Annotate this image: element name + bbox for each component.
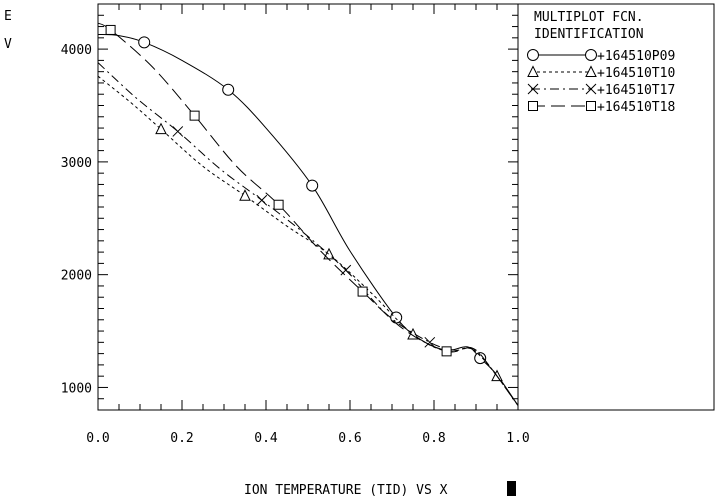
marker-triangle [527, 65, 539, 77]
x-tick-label: 0.6 [338, 431, 361, 446]
marker-triangle [239, 189, 251, 201]
legend-title-line-2: IDENTIFICATION [534, 27, 644, 42]
marker-square [105, 24, 116, 35]
marker-triangle [155, 122, 167, 135]
legend-label: +164510P09 [597, 49, 675, 64]
marker-square [273, 199, 284, 210]
marker-circle [138, 36, 151, 49]
legend: +164510P09 +164510T10 +164510T17 +164510T18 [527, 49, 675, 115]
series-line [97, 22, 519, 406]
axis-ticks [97, 3, 519, 411]
y-axis-label-line-1: E [4, 9, 12, 24]
series-circle [97, 33, 519, 406]
legend-label: +164510T18 [597, 100, 675, 115]
x-tick-label: 0.4 [254, 431, 278, 446]
marker-x [424, 336, 436, 348]
marker-square [441, 346, 452, 357]
legend-label: +164510T10 [597, 66, 675, 81]
marker-circle [390, 311, 403, 324]
marker-x [340, 264, 352, 276]
legend-entry: +164510T17 [527, 83, 675, 98]
marker-x [256, 194, 268, 206]
marker-x [527, 83, 539, 95]
series-layer [97, 22, 519, 406]
y-axis-label-line-2: V [4, 37, 12, 52]
legend-entry: +164510T10 [527, 65, 675, 81]
marker-square [586, 101, 596, 111]
y-tick-label: 2000 [61, 269, 92, 284]
x-tick-label: 0.2 [170, 431, 193, 446]
x-axis-label: ION TEMPERATURE (TID) VS X [244, 483, 448, 498]
marker-square [357, 286, 368, 297]
marker-circle [306, 179, 319, 192]
marker-square [189, 110, 200, 121]
marker-circle [222, 83, 235, 96]
marker-circle [527, 49, 539, 61]
x-tick-label: 0.0 [86, 431, 109, 446]
y-tick-label: 3000 [61, 156, 92, 171]
legend-entry: +164510P09 [527, 49, 675, 64]
x-tick-label: 1.0 [506, 431, 529, 446]
legend-label: +164510T17 [597, 83, 675, 98]
series-square [97, 22, 519, 406]
x-tick-label: 0.8 [422, 431, 445, 446]
marker-triangle [585, 65, 597, 77]
marker-square [528, 101, 538, 111]
text-cursor [507, 481, 516, 496]
y-tick-label: 4000 [61, 43, 92, 58]
y-tick-label: 1000 [61, 381, 92, 396]
marker-x [585, 83, 597, 95]
tick-labels: 0.0 0.2 0.4 0.6 0.8 1.0 1000 2000 3000 4000 [61, 43, 530, 446]
marker-x [172, 126, 184, 137]
marker-circle [585, 49, 597, 61]
legend-title-line-1: MULTIPLOT FCN. [534, 10, 644, 25]
marker-circle [474, 352, 487, 365]
legend-entry: +164510T18 [528, 100, 675, 115]
series-line [97, 33, 519, 406]
